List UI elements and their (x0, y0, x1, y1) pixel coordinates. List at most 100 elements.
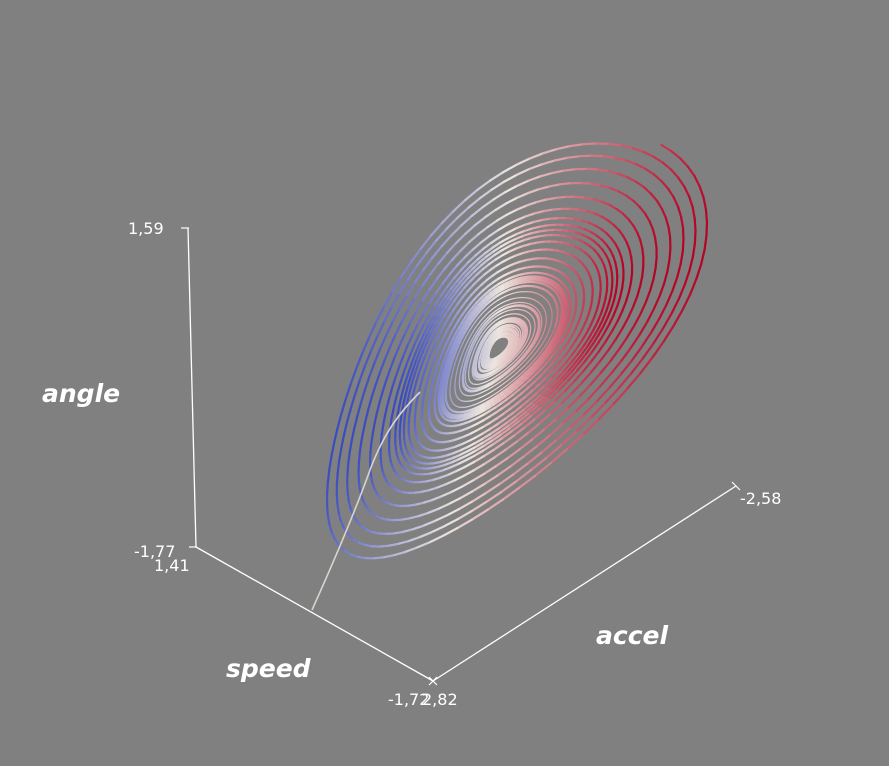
trajectory-segment (517, 474, 537, 489)
trajectory-segment (434, 469, 444, 474)
trajectory-segment (568, 354, 578, 365)
trajectory-segment (547, 223, 558, 227)
trajectory-segment (489, 431, 501, 439)
trajectory-segment (548, 183, 562, 188)
trajectory-segment (355, 555, 366, 560)
trajectory-segment (499, 398, 509, 405)
trajectory-segment (579, 371, 592, 385)
trajectory-segment (551, 355, 559, 365)
trajectory-segment (441, 331, 448, 341)
trajectory-segment (590, 182, 603, 187)
trajectory-segment (503, 173, 518, 183)
trajectory-segment (394, 320, 403, 336)
trajectory-segment (470, 206, 484, 217)
trajectory-segment (426, 508, 439, 515)
trajectory-segment (482, 448, 495, 458)
trajectory-segment (416, 512, 429, 518)
trajectory-segment (436, 464, 445, 469)
trajectory-segment (436, 357, 442, 366)
trajectory-segment (702, 196, 708, 211)
trajectory-segment (487, 394, 494, 399)
trajectory-segment (456, 206, 470, 219)
trajectory-segment (524, 212, 536, 218)
trajectory-segment (615, 207, 625, 215)
trajectory-segment (520, 359, 526, 365)
trajectory-segment (652, 173, 663, 183)
trajectory-segment (598, 360, 612, 375)
trajectory-segment (385, 367, 392, 382)
trajectory-segment (475, 328, 479, 334)
trajectory-segment (456, 365, 459, 370)
trajectory-segment (688, 278, 698, 296)
trajectory-segment (399, 416, 403, 426)
trajectory-segment (502, 434, 515, 445)
trajectory-segment (545, 355, 554, 364)
trajectory-segment (635, 180, 646, 189)
trajectory-segment (492, 245, 503, 253)
trajectory-segment (326, 503, 329, 516)
trajectory-segment (546, 379, 557, 390)
trajectory-segment (497, 473, 515, 486)
trajectory-segment (573, 333, 581, 344)
trajectory-segment (484, 392, 490, 396)
trajectory-segment (501, 163, 518, 174)
trajectory-segment (494, 407, 504, 414)
trajectory-segment (681, 226, 685, 241)
trajectory-segment (411, 524, 424, 531)
trajectory-segment (535, 341, 540, 347)
trajectory-segment (370, 530, 379, 535)
trajectory-segment (431, 476, 441, 482)
trajectory-segment (589, 351, 600, 364)
trajectory-segment (515, 381, 524, 389)
trajectory-segment (469, 273, 478, 283)
trajectory-segment (617, 249, 623, 258)
trajectory-segment (532, 219, 543, 224)
trajectory-segment (413, 332, 421, 345)
trajectory-segment (588, 372, 602, 387)
trajectory-segment (570, 362, 580, 374)
trajectory-segment (474, 432, 484, 439)
trajectory-segment (468, 429, 478, 436)
trajectory-segment (398, 354, 405, 367)
trajectory-segment (496, 417, 507, 426)
trajectory-segment (389, 418, 393, 429)
trajectory-segment (574, 416, 592, 433)
trajectory-segment (542, 418, 558, 431)
trajectory-segment (526, 188, 540, 195)
trajectory-segment (500, 241, 510, 248)
trajectory-segment (418, 531, 433, 539)
trajectory-segment (688, 255, 695, 272)
trajectory-segment (488, 406, 497, 413)
trajectory-segment (390, 291, 401, 309)
trajectory-segment (506, 448, 521, 460)
trajectory-segment (534, 339, 538, 344)
trajectory-segment (422, 256, 434, 271)
trajectory-segment (639, 300, 648, 315)
trajectory-segment (415, 299, 424, 313)
trajectory-segment (667, 226, 672, 239)
trajectory-segment (506, 219, 518, 226)
trajectory-segment (477, 396, 483, 400)
trajectory-segment (610, 237, 617, 246)
trajectory-segment (587, 221, 597, 227)
trajectory-segment (545, 444, 563, 460)
trajectory-segment (398, 293, 409, 310)
trajectory-segment (448, 463, 459, 469)
trajectory-segment (394, 391, 399, 403)
trajectory-segment (568, 414, 585, 430)
trajectory-segment (479, 258, 489, 267)
trajectory-segment (462, 265, 472, 275)
trajectory-segment (463, 460, 476, 469)
trajectory-segment (452, 199, 467, 213)
trajectory-segment (506, 369, 511, 374)
trajectory-segment (516, 395, 527, 404)
trajectory-segment (536, 396, 548, 408)
trajectory-segment (543, 336, 547, 342)
trajectory-segment (627, 281, 633, 294)
trajectory-segment (518, 354, 522, 358)
trajectory-segment (546, 228, 557, 232)
trajectory-segment (447, 309, 455, 319)
trajectory-segment (456, 305, 463, 315)
trajectory-segment (615, 268, 619, 278)
trajectory-segment (518, 359, 523, 364)
